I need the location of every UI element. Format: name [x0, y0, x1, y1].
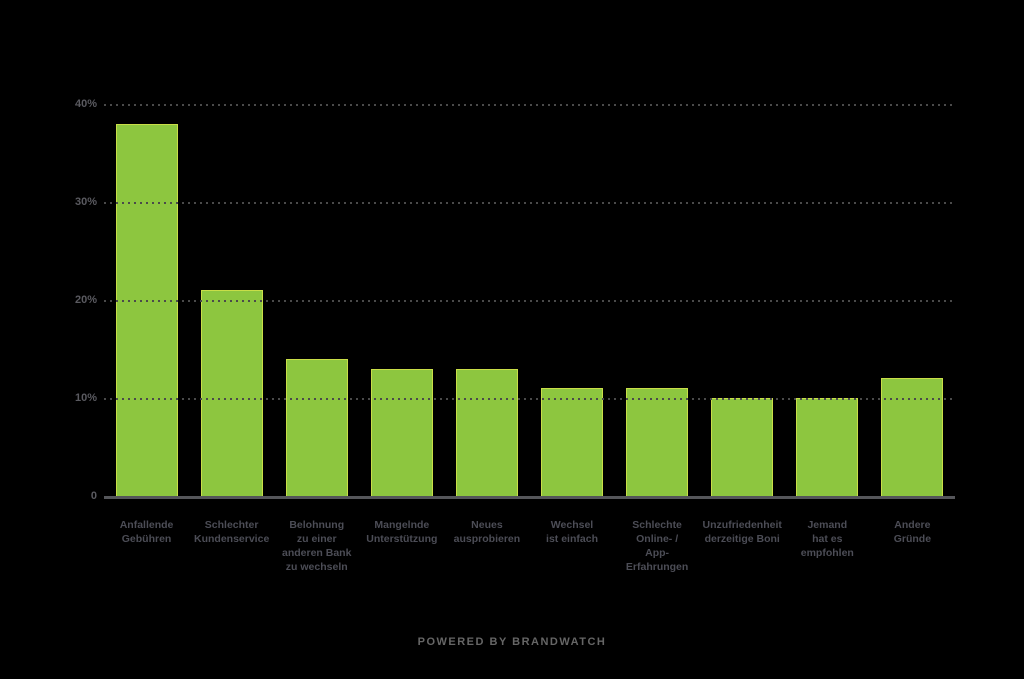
- bar-4: [370, 368, 433, 496]
- bar-9: [796, 398, 859, 496]
- bar-2: [200, 290, 263, 496]
- bar-slot-2: [189, 104, 274, 496]
- x-axis-category-3: Belohnung zu einer anderen Bank zu wechs…: [282, 519, 352, 573]
- bar-10: [881, 378, 944, 496]
- x-axis-category-2: Schlechter Kundenservice: [194, 519, 270, 545]
- bar-slot-5: [444, 104, 529, 496]
- bar-slot-4: [359, 104, 444, 496]
- y-axis-tick-20: 20%: [74, 294, 97, 306]
- bar-slot-7: [615, 104, 700, 496]
- brandwatch-credit: POWERED BY BRANDWATCH: [417, 636, 607, 648]
- x-axis-category-9: Jemand hat es empfohlen: [800, 519, 854, 559]
- x-axis-category-6: Wechsel ist einfach: [546, 519, 598, 545]
- y-axis-tick-0: 0: [90, 490, 97, 502]
- x-axis-category-4: Mangelnde Unterstützung: [366, 519, 438, 545]
- bar-slot-6: [529, 104, 614, 496]
- bar-slot-1: [104, 104, 189, 496]
- x-axis-category-5: Neues ausprobieren: [453, 519, 521, 545]
- gridline-10: [104, 398, 955, 400]
- y-axis-tick-40: 40%: [74, 98, 97, 110]
- plot-area: 40% 30% 20% 10% 0: [75, 98, 955, 502]
- bars-row: [104, 104, 955, 496]
- gridline-30: [104, 202, 955, 204]
- x-axis-category-1: Anfallende Gebühren: [119, 519, 174, 545]
- bar-slot-3: [274, 104, 359, 496]
- bar-5: [455, 368, 518, 496]
- y-axis-tick-30: 30%: [74, 196, 97, 208]
- bar-3: [285, 358, 348, 496]
- x-axis-category-10: Andere Gründe: [893, 519, 932, 545]
- x-axis-category-8: Unzufriedenheit derzeitige Boni: [702, 519, 782, 545]
- bar-slot-8: [700, 104, 785, 496]
- bar-slot-9: [785, 104, 870, 496]
- bar-7: [626, 388, 689, 496]
- x-axis-category-7: Schlechte Online- / App-Erfahrungen: [625, 519, 689, 573]
- gridline-40: [104, 104, 955, 106]
- bar-1: [115, 123, 178, 496]
- gridline-20: [104, 300, 955, 302]
- x-axis-line: [104, 496, 955, 499]
- bar-8: [711, 398, 774, 496]
- bar-6: [541, 388, 604, 496]
- y-axis-tick-10: 10%: [74, 392, 97, 404]
- x-axis-labels: Anfallende Gebühren Schlechter Kundenserv…: [104, 518, 955, 574]
